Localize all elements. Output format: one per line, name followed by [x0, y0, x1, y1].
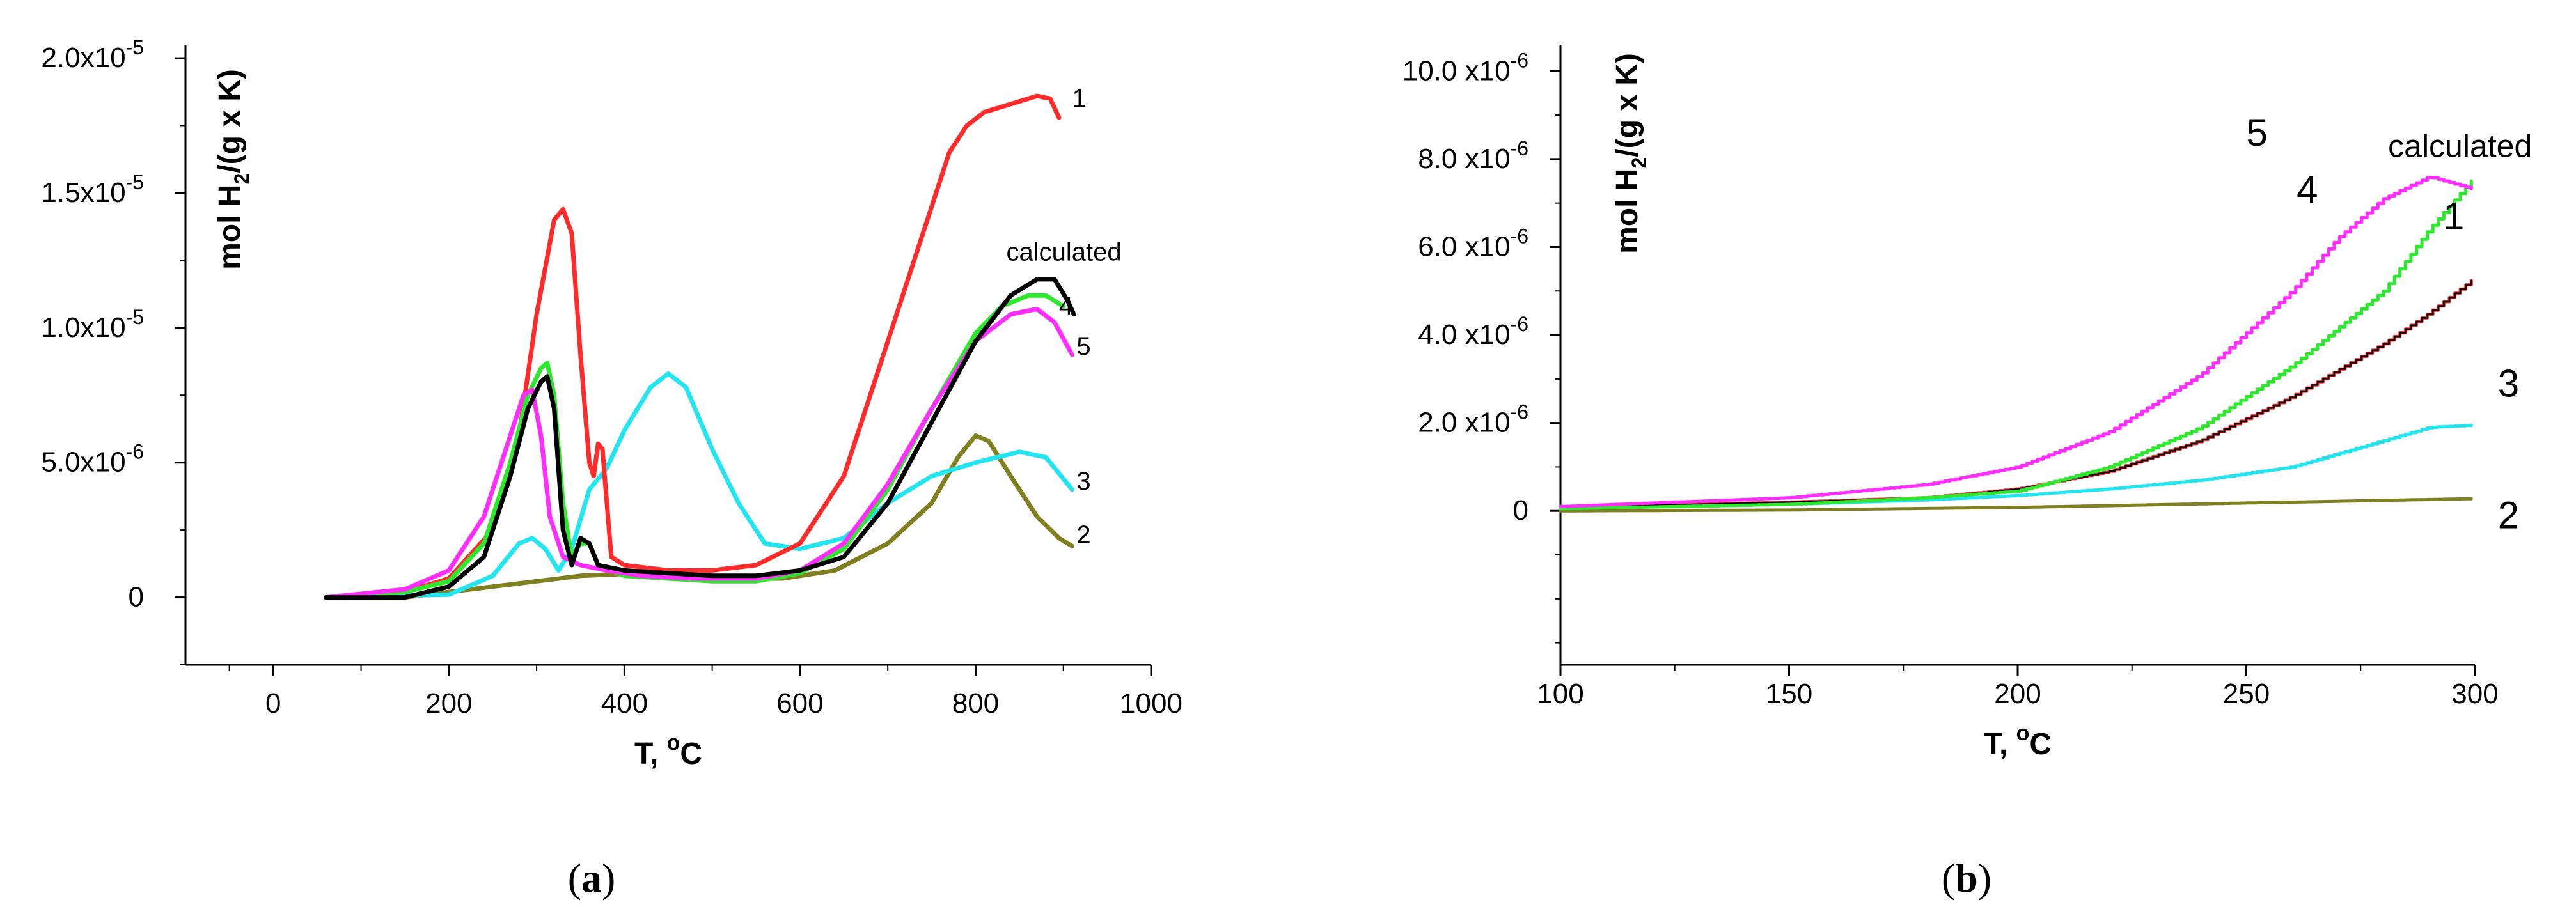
- series-label-1: 1: [2443, 195, 2464, 238]
- y-tick-label: 5.0x10-6: [41, 440, 144, 478]
- series-label-5: 5: [1076, 332, 1090, 361]
- series-label-4: 4: [2297, 169, 2318, 212]
- y-tick-label: 8.0 x10-6: [1418, 137, 1528, 175]
- y-tick-label: 1.0x10-5: [41, 306, 144, 343]
- x-tick-label: 1000: [1120, 688, 1182, 719]
- x-tick-label: 250: [2223, 678, 2270, 710]
- x-tick-label: 150: [1766, 678, 1812, 710]
- y-tick-label: 0: [129, 582, 144, 613]
- series-line-5: [1559, 176, 2473, 508]
- x-tick-label: 0: [265, 688, 281, 719]
- series-line-calculated: [1559, 279, 2472, 508]
- series-label-2: 2: [2498, 494, 2519, 537]
- x-axis-title: T, oC: [1984, 721, 2052, 761]
- x-tick-label: 300: [2451, 678, 2498, 710]
- x-tick-label: 200: [425, 688, 472, 719]
- series-line-1: [324, 93, 1062, 600]
- y-tick-label: 1.5x10-5: [41, 171, 144, 208]
- y-tick-label: 4.0 x10-6: [1418, 313, 1528, 350]
- series-label-3: 3: [1076, 467, 1090, 495]
- series-label-calculated: calculated: [2388, 128, 2532, 164]
- series-group: [1559, 176, 2473, 513]
- y-tick-label: 2.0x10-5: [41, 36, 144, 74]
- series-line-4: [1559, 179, 2473, 511]
- x-tick-label: 100: [1537, 678, 1583, 710]
- y-tick-label: 0: [1513, 495, 1528, 526]
- panel-b-caption: (b): [1942, 855, 1991, 901]
- x-tick-label: 600: [776, 688, 823, 719]
- y-axis-title: mol H2/(g x K): [1610, 53, 1651, 254]
- y-tick-label: 10.0 x10-6: [1402, 49, 1528, 86]
- x-axis-title: T, oC: [634, 731, 702, 771]
- series-label-3: 3: [2498, 362, 2519, 405]
- series-label-1: 1: [1072, 84, 1086, 113]
- panel-b-chart: 100 150 200 250 300 0 2.0 x10-6 4.0 x10-6 6.0 x1…: [1402, 45, 2532, 761]
- series-label-2: 2: [1076, 521, 1090, 549]
- series-label-4: 4: [1059, 292, 1073, 320]
- y-tick-label: 2.0 x10-6: [1418, 401, 1528, 439]
- panel-a-caption: (a): [568, 855, 616, 901]
- axes: 0 200 400 600 800 1000 0 5.0x10-6 1.0x10-5 1.5x10…: [41, 36, 1182, 719]
- y-tick-label: 6.0 x10-6: [1418, 224, 1528, 262]
- x-tick-label: 800: [952, 688, 999, 719]
- series-line-1: [1559, 279, 2473, 509]
- series-line-calculated: [324, 277, 1076, 600]
- series-group: [324, 93, 1076, 600]
- series-line-2: [1559, 497, 2473, 513]
- axes: 100 150 200 250 300 0 2.0 x10-6 4.0 x10-6 6.0 x1…: [1402, 45, 2499, 710]
- x-tick-label: 400: [601, 688, 648, 719]
- series-line-3: [324, 371, 1074, 600]
- series-label-5: 5: [2247, 111, 2268, 154]
- x-tick-label: 200: [1994, 678, 2041, 710]
- series-line-4: [324, 293, 1066, 600]
- panel-a-chart: 0 200 400 600 800 1000 0 5.0x10-6 1.0x10-5 1.5x10…: [41, 36, 1182, 771]
- series-label-calculated: calculated: [1007, 238, 1122, 266]
- series-line-2: [324, 433, 1074, 600]
- y-axis-title: mol H2/(g x K): [213, 69, 253, 270]
